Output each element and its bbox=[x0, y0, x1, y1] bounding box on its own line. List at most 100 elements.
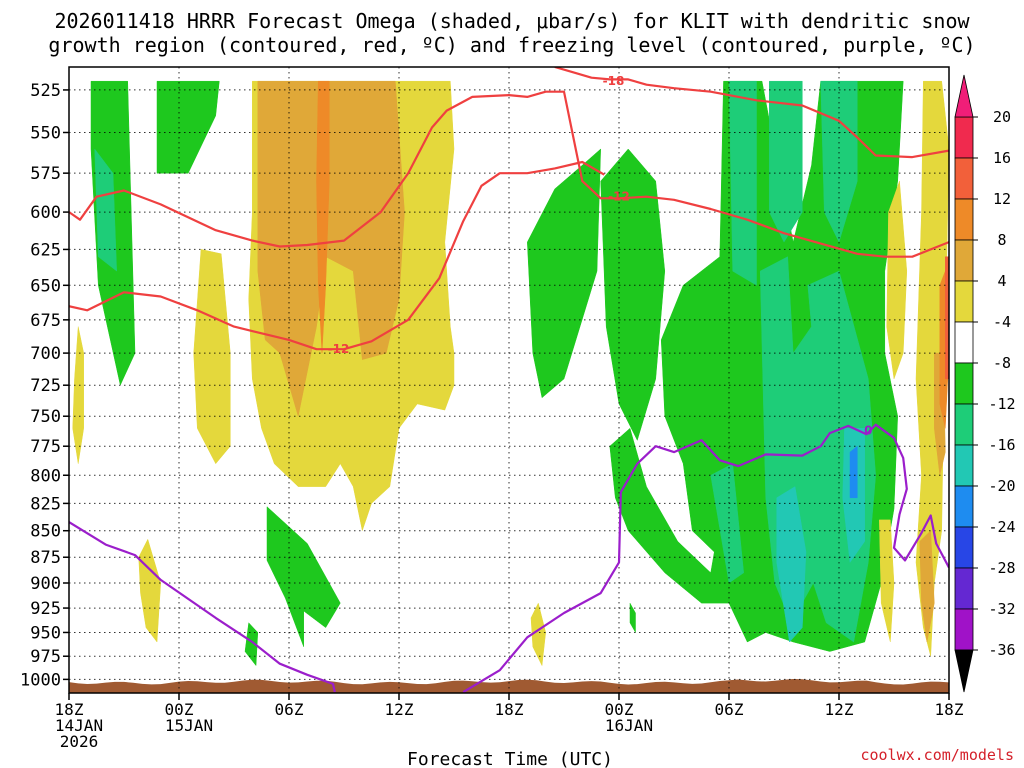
contour-label-0: -18 bbox=[603, 74, 625, 88]
contour-1 bbox=[69, 90, 949, 258]
x-tick-label-48-0: 18Z bbox=[935, 700, 964, 719]
y-tick-label-725: 725 bbox=[30, 376, 61, 396]
contour-2 bbox=[69, 160, 605, 351]
omega-region-23 bbox=[879, 519, 895, 643]
omega-region-11 bbox=[820, 80, 858, 243]
colorbar-bin-6 bbox=[954, 362, 974, 405]
omega-region-16 bbox=[849, 445, 858, 499]
x-tick-label-12-0: 06Z bbox=[275, 700, 304, 719]
colorbar-label-9: -20 bbox=[988, 477, 1015, 495]
y-tick-label-825: 825 bbox=[30, 494, 61, 514]
chart-title: 2026011418 HRRR Forecast Omega (shaded, … bbox=[48, 9, 975, 57]
omega-region-4 bbox=[527, 148, 601, 399]
colorbar-label-1: 16 bbox=[993, 149, 1011, 167]
y-tick-label-600: 600 bbox=[30, 203, 61, 223]
omega-region-21 bbox=[530, 602, 546, 667]
colorbar-top-arrow bbox=[954, 74, 974, 118]
omega-region-2 bbox=[266, 506, 341, 647]
x-tick-label-42-0: 12Z bbox=[825, 700, 854, 719]
contour-label-1: -12 bbox=[608, 190, 630, 204]
y-tick-label-775: 775 bbox=[30, 437, 61, 457]
omega-region-19 bbox=[72, 326, 84, 464]
colorbar-bottom-arrow bbox=[954, 649, 974, 693]
x-tick-label-36-0: 06Z bbox=[715, 700, 744, 719]
pressure-axis: 525 550 575 600 625 650 675 700 725 750 775 800 825 8… bbox=[20, 81, 69, 690]
colorbar-bin-2 bbox=[954, 198, 974, 241]
omega-region-18 bbox=[193, 249, 231, 465]
x-tick-label-0-2: 2026 bbox=[60, 732, 99, 751]
y-tick-label-700: 700 bbox=[30, 344, 61, 364]
colorbar-bin-11 bbox=[954, 567, 974, 610]
colorbar-bin-3 bbox=[954, 239, 974, 282]
y-tick-label-950: 950 bbox=[30, 623, 61, 643]
omega-region-7 bbox=[629, 602, 636, 634]
x-tick-label-0-1: 14JAN bbox=[55, 716, 103, 735]
omega-region-20 bbox=[138, 538, 161, 643]
colorbar-label-6: -8 bbox=[993, 354, 1011, 372]
y-tick-label-575: 575 bbox=[30, 164, 61, 184]
colorbar-label-7: -12 bbox=[988, 395, 1015, 413]
omega-region-30 bbox=[945, 256, 949, 380]
omega-region-10 bbox=[769, 80, 803, 243]
title-line-1: 2026011418 HRRR Forecast Omega (shaded, … bbox=[54, 9, 970, 33]
colorbar-bin-7 bbox=[954, 403, 974, 446]
y-tick-label-975: 975 bbox=[30, 647, 61, 667]
x-axis-title: Forecast Time (UTC) bbox=[407, 749, 613, 768]
contour-3 bbox=[69, 521, 336, 693]
omega-region-14 bbox=[776, 486, 807, 643]
x-tick-label-30-0: 00Z bbox=[605, 700, 634, 719]
y-tick-label-800: 800 bbox=[30, 466, 61, 486]
terrain-ground bbox=[69, 679, 949, 693]
y-tick-label-925: 925 bbox=[30, 599, 61, 619]
x-tick-label-0-0: 18Z bbox=[55, 700, 84, 719]
colorbar-bin-8 bbox=[954, 444, 974, 487]
contour-label-2: -12 bbox=[328, 342, 350, 356]
contour-0 bbox=[554, 67, 949, 159]
omega-region-3 bbox=[244, 622, 259, 667]
y-tick-label-750: 750 bbox=[30, 407, 61, 427]
omega-region-1 bbox=[156, 80, 220, 174]
colorbar-bin-0 bbox=[954, 116, 974, 159]
colorbar-bin-1 bbox=[954, 157, 974, 200]
colorbar-label-0: 20 bbox=[993, 108, 1011, 126]
omega-region-5 bbox=[600, 148, 666, 441]
omega-region-22 bbox=[915, 80, 949, 657]
omega-colorbar: 20 16 12 8 4 -4 -8 -12 -16 -20 -24 -28 -32 -36 bbox=[954, 74, 1016, 693]
omega-region-27 bbox=[919, 530, 935, 643]
y-tick-label-650: 650 bbox=[30, 276, 61, 296]
colorbar-label-3: 8 bbox=[997, 231, 1006, 249]
x-tick-label-24-0: 18Z bbox=[495, 700, 524, 719]
colorbar-label-5: -4 bbox=[993, 313, 1011, 331]
y-tick-label-900: 900 bbox=[30, 574, 61, 594]
y-tick-label-525: 525 bbox=[30, 81, 61, 101]
grid-lines bbox=[69, 67, 949, 693]
x-tick-label-6-0: 00Z bbox=[165, 700, 194, 719]
colorbar-bin-4 bbox=[954, 280, 974, 323]
contour-3-b bbox=[462, 423, 949, 693]
temperature-contours: -18 -12 -12 0 bbox=[69, 67, 949, 693]
omega-region-8 bbox=[94, 148, 117, 272]
y-tick-label-875: 875 bbox=[30, 548, 61, 568]
colorbar-label-12: -32 bbox=[988, 600, 1015, 618]
y-tick-label-1000: 1000 bbox=[20, 670, 61, 690]
contour-label-3: 0 bbox=[864, 424, 872, 438]
colorbar-bin-12 bbox=[954, 608, 974, 651]
colorbar-label-10: -24 bbox=[988, 518, 1015, 536]
y-tick-label-550: 550 bbox=[30, 123, 61, 143]
colorbar-label-4: 4 bbox=[997, 272, 1006, 290]
omega-region-9 bbox=[728, 80, 757, 286]
y-tick-label-675: 675 bbox=[30, 311, 61, 331]
omega-shading bbox=[72, 80, 949, 667]
x-tick-label-30-1: 16JAN bbox=[605, 716, 653, 735]
colorbar-label-11: -28 bbox=[988, 559, 1015, 577]
colorbar-label-8: -16 bbox=[988, 436, 1015, 454]
colorbar-label-13: -36 bbox=[988, 641, 1015, 659]
x-tick-label-6-1: 15JAN bbox=[165, 716, 213, 735]
colorbar-bin-5 bbox=[954, 321, 974, 364]
colorbar-bin-9 bbox=[954, 485, 974, 528]
colorbar-bin-10 bbox=[954, 526, 974, 569]
terrain-fill bbox=[69, 679, 949, 693]
omega-region-24 bbox=[886, 181, 908, 379]
